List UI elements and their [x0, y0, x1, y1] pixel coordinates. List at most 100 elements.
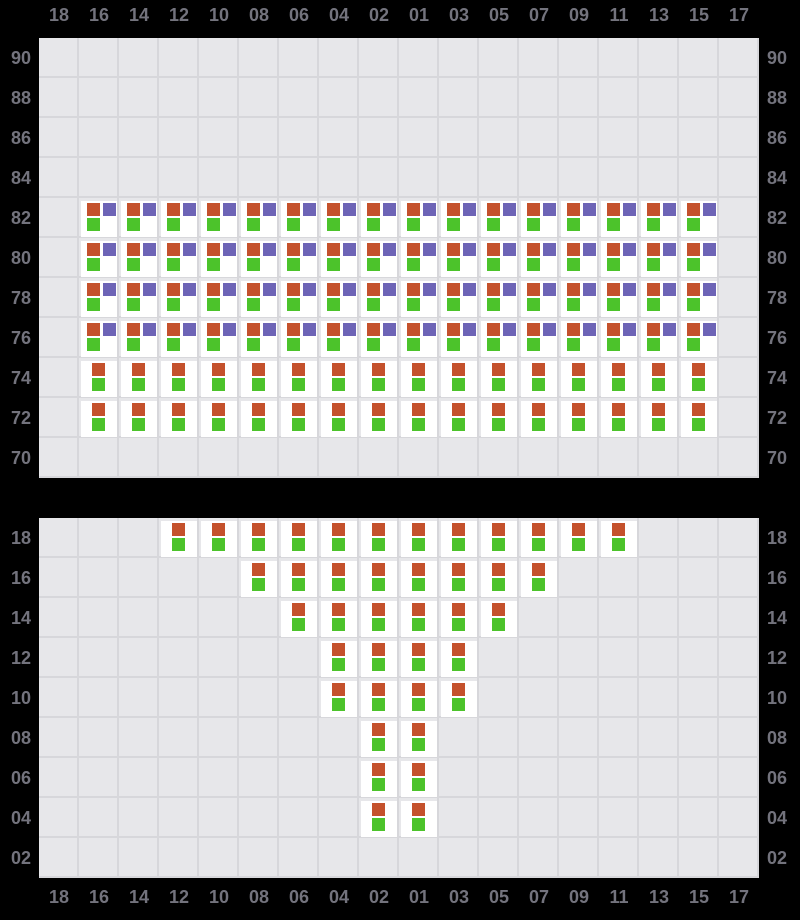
grid-cell-upper-r74-c10[interactable]: [201, 361, 237, 397]
grid-cell-lower-r16-c03[interactable]: [441, 561, 477, 597]
grid-cell-upper-r82-c01[interactable]: [401, 201, 437, 237]
grid-cell-upper-r78-c16[interactable]: [81, 281, 117, 317]
grid-cell-lower-r12-c01[interactable]: [401, 641, 437, 677]
grid-cell-upper-r82-c08[interactable]: [241, 201, 277, 237]
grid-cell-upper-r72-c16[interactable]: [81, 401, 117, 437]
grid-cell-upper-r80-c11[interactable]: [601, 241, 637, 277]
grid-cell-upper-r80-c01[interactable]: [401, 241, 437, 277]
grid-cell-upper-r78-c12[interactable]: [161, 281, 197, 317]
grid-cell-upper-r72-c12[interactable]: [161, 401, 197, 437]
grid-cell-lower-r18-c03[interactable]: [441, 521, 477, 557]
grid-cell-lower-r14-c04[interactable]: [321, 601, 357, 637]
grid-cell-upper-r74-c09[interactable]: [561, 361, 597, 397]
grid-cell-lower-r06-c02[interactable]: [361, 761, 397, 797]
grid-cell-upper-r72-c15[interactable]: [681, 401, 717, 437]
grid-cell-upper-r72-c13[interactable]: [641, 401, 677, 437]
grid-cell-upper-r80-c02[interactable]: [361, 241, 397, 277]
grid-cell-upper-r78-c15[interactable]: [681, 281, 717, 317]
grid-cell-lower-r12-c04[interactable]: [321, 641, 357, 677]
grid-cell-upper-r72-c05[interactable]: [481, 401, 517, 437]
grid-cell-lower-r14-c03[interactable]: [441, 601, 477, 637]
grid-cell-upper-r82-c03[interactable]: [441, 201, 477, 237]
grid-cell-upper-r82-c06[interactable]: [281, 201, 317, 237]
grid-cell-lower-r18-c07[interactable]: [521, 521, 557, 557]
grid-cell-lower-r12-c02[interactable]: [361, 641, 397, 677]
grid-cell-lower-r10-c03[interactable]: [441, 681, 477, 717]
grid-cell-upper-r78-c13[interactable]: [641, 281, 677, 317]
grid-cell-lower-r10-c01[interactable]: [401, 681, 437, 717]
grid-cell-upper-r78-c01[interactable]: [401, 281, 437, 317]
grid-cell-upper-r74-c03[interactable]: [441, 361, 477, 397]
grid-cell-upper-r72-c02[interactable]: [361, 401, 397, 437]
grid-cell-lower-r18-c06[interactable]: [281, 521, 317, 557]
grid-cell-upper-r74-c01[interactable]: [401, 361, 437, 397]
grid-cell-upper-r76-c16[interactable]: [81, 321, 117, 357]
grid-cell-lower-r12-c03[interactable]: [441, 641, 477, 677]
grid-cell-upper-r74-c06[interactable]: [281, 361, 317, 397]
grid-cell-upper-r74-c12[interactable]: [161, 361, 197, 397]
grid-cell-upper-r76-c09[interactable]: [561, 321, 597, 357]
grid-cell-upper-r80-c16[interactable]: [81, 241, 117, 277]
grid-cell-upper-r74-c08[interactable]: [241, 361, 277, 397]
grid-cell-upper-r82-c07[interactable]: [521, 201, 557, 237]
grid-cell-upper-r80-c14[interactable]: [121, 241, 157, 277]
grid-cell-upper-r82-c02[interactable]: [361, 201, 397, 237]
grid-cell-upper-r78-c07[interactable]: [521, 281, 557, 317]
grid-cell-upper-r74-c13[interactable]: [641, 361, 677, 397]
grid-cell-upper-r74-c05[interactable]: [481, 361, 517, 397]
grid-cell-upper-r72-c03[interactable]: [441, 401, 477, 437]
grid-cell-upper-r72-c07[interactable]: [521, 401, 557, 437]
grid-cell-upper-r80-c05[interactable]: [481, 241, 517, 277]
grid-cell-upper-r72-c14[interactable]: [121, 401, 157, 437]
grid-cell-lower-r18-c09[interactable]: [561, 521, 597, 557]
grid-cell-lower-r18-c02[interactable]: [361, 521, 397, 557]
grid-cell-lower-r14-c01[interactable]: [401, 601, 437, 637]
grid-cell-upper-r78-c14[interactable]: [121, 281, 157, 317]
grid-cell-upper-r80-c04[interactable]: [321, 241, 357, 277]
grid-cell-upper-r76-c12[interactable]: [161, 321, 197, 357]
grid-cell-upper-r78-c08[interactable]: [241, 281, 277, 317]
grid-cell-upper-r82-c10[interactable]: [201, 201, 237, 237]
grid-cell-upper-r74-c02[interactable]: [361, 361, 397, 397]
grid-cell-lower-r18-c04[interactable]: [321, 521, 357, 557]
grid-cell-lower-r18-c05[interactable]: [481, 521, 517, 557]
grid-cell-upper-r78-c06[interactable]: [281, 281, 317, 317]
grid-cell-lower-r14-c06[interactable]: [281, 601, 317, 637]
grid-cell-lower-r04-c02[interactable]: [361, 801, 397, 837]
grid-cell-upper-r80-c15[interactable]: [681, 241, 717, 277]
grid-cell-upper-r82-c16[interactable]: [81, 201, 117, 237]
grid-cell-upper-r80-c07[interactable]: [521, 241, 557, 277]
grid-cell-lower-r18-c12[interactable]: [161, 521, 197, 557]
grid-cell-lower-r08-c01[interactable]: [401, 721, 437, 757]
grid-cell-upper-r82-c14[interactable]: [121, 201, 157, 237]
grid-cell-upper-r76-c05[interactable]: [481, 321, 517, 357]
grid-cell-upper-r80-c08[interactable]: [241, 241, 277, 277]
grid-cell-upper-r82-c09[interactable]: [561, 201, 597, 237]
grid-cell-upper-r72-c08[interactable]: [241, 401, 277, 437]
grid-cell-lower-r16-c07[interactable]: [521, 561, 557, 597]
grid-cell-upper-r74-c16[interactable]: [81, 361, 117, 397]
grid-cell-upper-r76-c14[interactable]: [121, 321, 157, 357]
grid-cell-upper-r82-c04[interactable]: [321, 201, 357, 237]
grid-cell-upper-r80-c09[interactable]: [561, 241, 597, 277]
grid-cell-lower-r14-c02[interactable]: [361, 601, 397, 637]
grid-cell-upper-r76-c01[interactable]: [401, 321, 437, 357]
grid-cell-upper-r76-c08[interactable]: [241, 321, 277, 357]
grid-cell-upper-r76-c03[interactable]: [441, 321, 477, 357]
grid-cell-lower-r10-c04[interactable]: [321, 681, 357, 717]
grid-cell-upper-r82-c13[interactable]: [641, 201, 677, 237]
grid-cell-upper-r72-c04[interactable]: [321, 401, 357, 437]
grid-cell-upper-r76-c04[interactable]: [321, 321, 357, 357]
grid-cell-upper-r74-c04[interactable]: [321, 361, 357, 397]
grid-cell-lower-r16-c02[interactable]: [361, 561, 397, 597]
grid-cell-upper-r80-c13[interactable]: [641, 241, 677, 277]
grid-cell-upper-r82-c12[interactable]: [161, 201, 197, 237]
grid-cell-upper-r74-c07[interactable]: [521, 361, 557, 397]
grid-cell-lower-r18-c01[interactable]: [401, 521, 437, 557]
grid-cell-lower-r18-c11[interactable]: [601, 521, 637, 557]
grid-cell-upper-r82-c11[interactable]: [601, 201, 637, 237]
grid-cell-upper-r76-c10[interactable]: [201, 321, 237, 357]
grid-cell-lower-r16-c01[interactable]: [401, 561, 437, 597]
grid-cell-upper-r72-c01[interactable]: [401, 401, 437, 437]
grid-cell-lower-r14-c05[interactable]: [481, 601, 517, 637]
